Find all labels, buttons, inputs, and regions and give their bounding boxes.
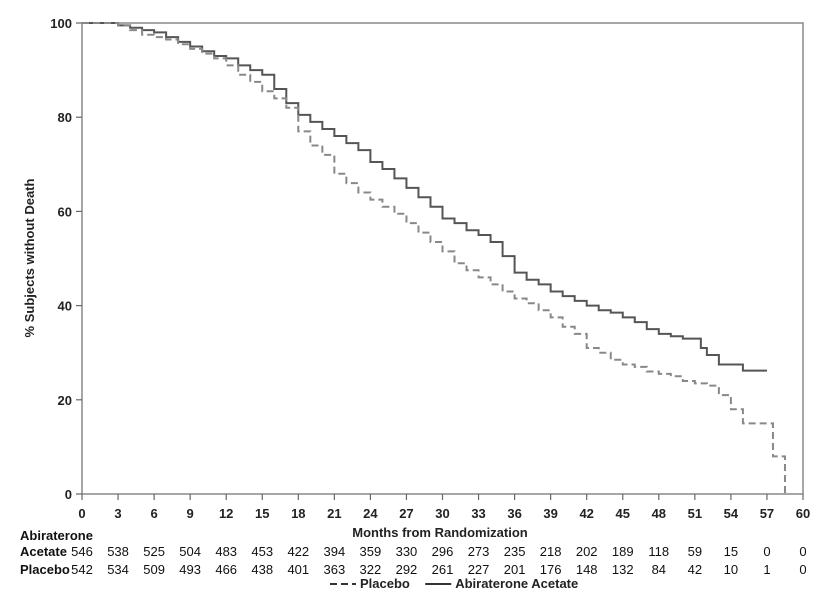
risk-count: 189 <box>612 544 634 559</box>
risk-count: 363 <box>323 562 345 577</box>
risk-count: 330 <box>396 544 418 559</box>
risk-count: 359 <box>360 544 382 559</box>
risk-count: 534 <box>107 562 129 577</box>
risk-count: 493 <box>179 562 201 577</box>
risk-count: 453 <box>251 544 273 559</box>
risk-count: 546 <box>71 544 93 559</box>
y-tick-label: 20 <box>58 393 72 408</box>
risk-count: 538 <box>107 544 129 559</box>
y-tick-label: 60 <box>58 204 72 219</box>
series-group <box>82 22 786 494</box>
legend-label: Abiraterone Acetate <box>455 576 578 591</box>
risk-row-label: Placebo <box>20 562 70 577</box>
risk-count: 15 <box>724 544 738 559</box>
x-tick-label: 33 <box>471 506 485 521</box>
y-axis-title: % Subjects without Death <box>22 178 37 337</box>
risk-row-label: Acetate <box>20 544 67 559</box>
legend: Placebo Abiraterone Acetate <box>330 576 578 591</box>
risk-count: 59 <box>688 544 702 559</box>
risk-count: 202 <box>576 544 598 559</box>
risk-count: 296 <box>432 544 454 559</box>
risk-count: 10 <box>724 562 738 577</box>
risk-count: 1 <box>763 562 770 577</box>
x-tick-label: 24 <box>363 506 378 521</box>
series-placebo <box>82 22 786 494</box>
risk-count: 394 <box>323 544 345 559</box>
risk-count: 273 <box>468 544 490 559</box>
x-tick-label: 39 <box>543 506 557 521</box>
x-tick-label: 12 <box>219 506 233 521</box>
x-tick-label: 15 <box>255 506 269 521</box>
x-tick-label: 51 <box>688 506 702 521</box>
risk-count: 227 <box>468 562 490 577</box>
series-abiraterone-acetate <box>82 22 767 372</box>
risk-count: 176 <box>540 562 562 577</box>
x-tick-label: 27 <box>399 506 413 521</box>
risk-count: 542 <box>71 562 93 577</box>
risk-count: 483 <box>215 544 237 559</box>
risk-count: 401 <box>287 562 309 577</box>
risk-count: 201 <box>504 562 526 577</box>
risk-count: 218 <box>540 544 562 559</box>
risk-count: 422 <box>287 544 309 559</box>
risk-count: 0 <box>799 544 806 559</box>
risk-count: 322 <box>360 562 382 577</box>
x-tick-label: 45 <box>616 506 630 521</box>
x-tick-label: 36 <box>507 506 521 521</box>
y-tick-label: 80 <box>58 110 72 125</box>
y-tick-label: 100 <box>50 16 72 31</box>
risk-row-label: Abiraterone <box>20 528 93 543</box>
x-tick-label: 18 <box>291 506 305 521</box>
risk-count: 438 <box>251 562 273 577</box>
x-tick-label: 6 <box>150 506 157 521</box>
y-tick-label: 40 <box>58 299 72 314</box>
x-tick-label: 3 <box>114 506 121 521</box>
risk-count: 148 <box>576 562 598 577</box>
y-tick-label: 0 <box>65 487 72 502</box>
risk-count: 466 <box>215 562 237 577</box>
x-tick-label: 21 <box>327 506 341 521</box>
risk-count: 0 <box>763 544 770 559</box>
x-tick-label: 30 <box>435 506 449 521</box>
risk-count: 132 <box>612 562 634 577</box>
risk-count: 525 <box>143 544 165 559</box>
legend-label: Placebo <box>360 576 410 591</box>
risk-count: 261 <box>432 562 454 577</box>
x-tick-label: 0 <box>78 506 85 521</box>
x-axis: 0 3 6 9 12 15 18 21 24 27 30 33 36 39 42 45 48 51 54 57 60 <box>78 494 810 521</box>
x-tick-label: 60 <box>796 506 810 521</box>
x-axis-title: Months from Randomization <box>352 525 528 540</box>
risk-count: 509 <box>143 562 165 577</box>
risk-count: 118 <box>648 544 669 559</box>
risk-count: 504 <box>179 544 201 559</box>
y-axis: 0 20 40 60 80 100 <box>50 16 82 502</box>
risk-count: 292 <box>396 562 418 577</box>
x-tick-label: 9 <box>187 506 194 521</box>
risk-count: 42 <box>688 562 702 577</box>
plot-area-frame <box>81 22 804 495</box>
x-tick-label: 54 <box>724 506 739 521</box>
x-tick-label: 48 <box>652 506 666 521</box>
risk-count: 235 <box>504 544 526 559</box>
risk-count: 84 <box>652 562 666 577</box>
x-tick-label: 57 <box>760 506 774 521</box>
risk-count: 0 <box>799 562 806 577</box>
x-tick-label: 42 <box>579 506 593 521</box>
